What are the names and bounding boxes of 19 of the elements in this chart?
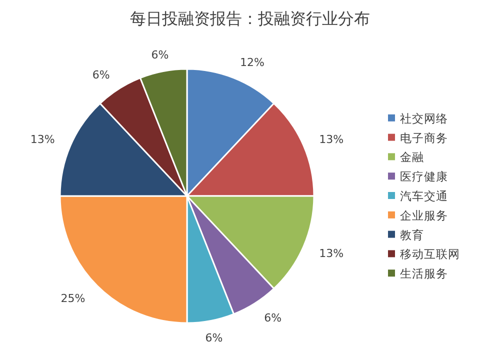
- legend-label: 移动互联网: [400, 247, 460, 262]
- data-label: 6%: [205, 331, 223, 344]
- data-label: 13%: [319, 247, 344, 260]
- legend-label: 电子商务: [400, 130, 448, 145]
- legend-label: 社交网络: [400, 111, 448, 126]
- data-label: 12%: [240, 56, 264, 70]
- data-label: 6%: [151, 48, 169, 62]
- legend-label: 金融: [400, 150, 424, 164]
- legend-label: 汽车交通: [400, 189, 448, 203]
- data-label: 25%: [60, 292, 86, 305]
- legend-label: 生活服务: [400, 266, 448, 281]
- data-label: 13%: [30, 132, 55, 146]
- legend-label: 医疗健康: [400, 170, 448, 184]
- legend-label: 企业服务: [400, 208, 448, 222]
- data-label: 13%: [319, 132, 344, 146]
- chart-title: 每日投融资报告：投融资行业分布: [130, 9, 370, 28]
- legend-label: 教育: [400, 228, 424, 242]
- data-label: 6%: [264, 312, 282, 325]
- data-label: 6%: [92, 68, 110, 82]
